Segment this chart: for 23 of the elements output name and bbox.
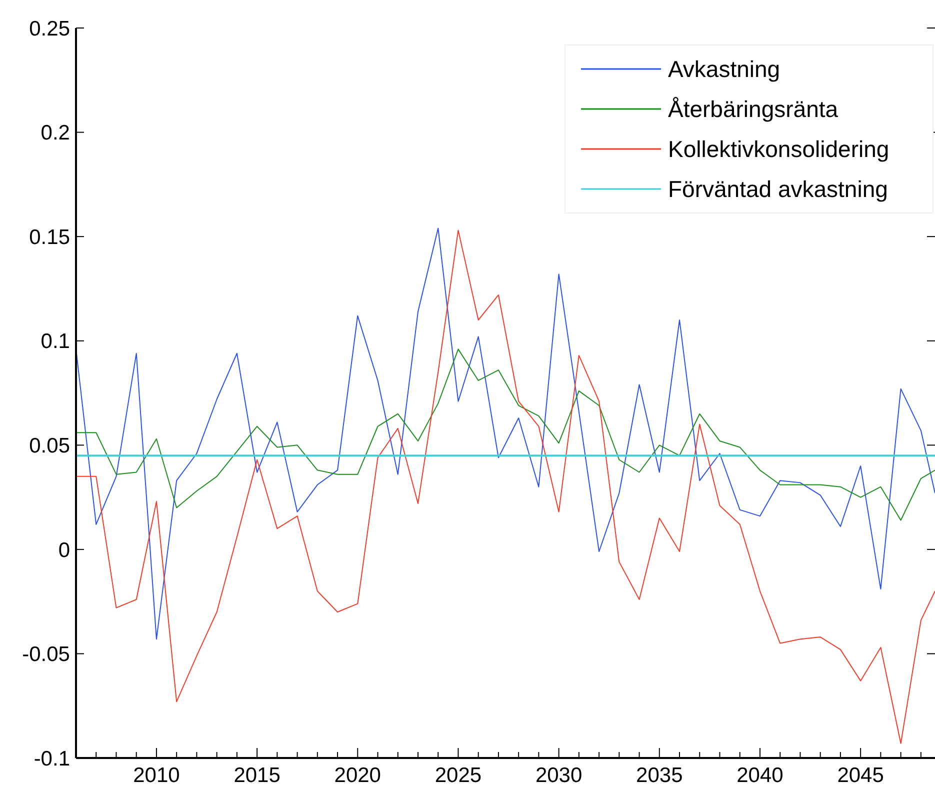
legend-label: Avkastning [668, 56, 780, 82]
x-tick-label: 2035 [636, 764, 683, 787]
y-tick-label: 0.2 [40, 122, 70, 145]
x-tick-label: 2030 [535, 764, 582, 787]
legend-label: Förväntad avkastning [668, 176, 888, 202]
y-tick-label: 0 [58, 538, 70, 562]
x-tick-label: 2020 [334, 764, 381, 787]
x-tick-label: 2010 [133, 764, 180, 787]
line-series [76, 228, 935, 640]
legend-label: Återbäringsränta [668, 96, 838, 122]
legend-label: Kollektivkonsolidering [668, 136, 890, 162]
y-tick-label: -0.05 [22, 643, 70, 666]
y-tick-label: 0.15 [29, 226, 70, 249]
x-tick-label: 2015 [234, 764, 280, 787]
y-tick-label: 0.25 [29, 17, 70, 40]
x-tick-label: 2025 [434, 764, 482, 787]
line-series [76, 230, 935, 744]
x-tick-label: 2040 [736, 764, 784, 787]
line-series [76, 348, 935, 521]
y-tick-label: 0.05 [29, 434, 70, 458]
y-tick-label: -0.1 [34, 747, 70, 770]
x-tick-label: 2045 [837, 764, 884, 787]
y-tick-label: 0.1 [40, 330, 70, 354]
